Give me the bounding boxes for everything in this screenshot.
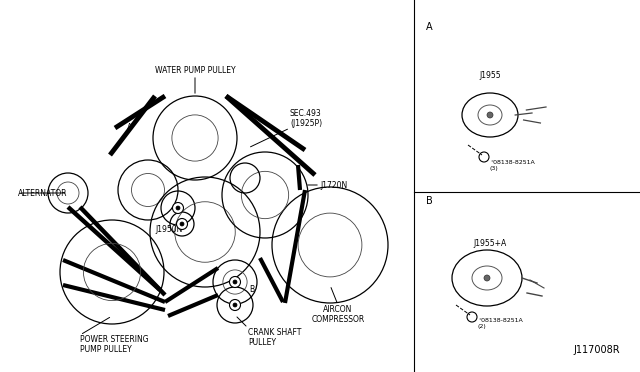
Circle shape: [230, 299, 241, 311]
Text: J117008R: J117008R: [573, 345, 620, 355]
Circle shape: [487, 112, 493, 118]
Text: AIRCON
COMPRESSOR: AIRCON COMPRESSOR: [312, 305, 365, 324]
Text: WATER PUMP PULLEY: WATER PUMP PULLEY: [155, 66, 236, 75]
Circle shape: [173, 202, 184, 214]
Circle shape: [176, 206, 180, 210]
Text: A: A: [426, 22, 433, 32]
Text: SEC.493
(J1925P): SEC.493 (J1925P): [290, 109, 322, 128]
Text: ALTERNATOR: ALTERNATOR: [18, 189, 67, 198]
Circle shape: [484, 275, 490, 281]
Text: J1720N: J1720N: [320, 180, 348, 189]
Text: POWER STEERING
PUMP PULLEY: POWER STEERING PUMP PULLEY: [80, 335, 148, 355]
Text: J1955+A: J1955+A: [474, 239, 507, 248]
Circle shape: [230, 276, 241, 288]
Text: J1950N: J1950N: [155, 225, 182, 234]
Text: J1955: J1955: [479, 71, 501, 80]
Text: °08138-8251A
(3): °08138-8251A (3): [490, 160, 535, 171]
Text: B: B: [250, 285, 255, 295]
Text: CRANK SHAFT
PULLEY: CRANK SHAFT PULLEY: [248, 328, 301, 347]
Circle shape: [177, 218, 188, 230]
Circle shape: [233, 280, 237, 284]
Circle shape: [233, 303, 237, 307]
Text: A: A: [127, 124, 132, 132]
Text: B: B: [426, 196, 433, 206]
Circle shape: [180, 222, 184, 226]
Text: °08138-8251A
(2): °08138-8251A (2): [478, 318, 523, 329]
